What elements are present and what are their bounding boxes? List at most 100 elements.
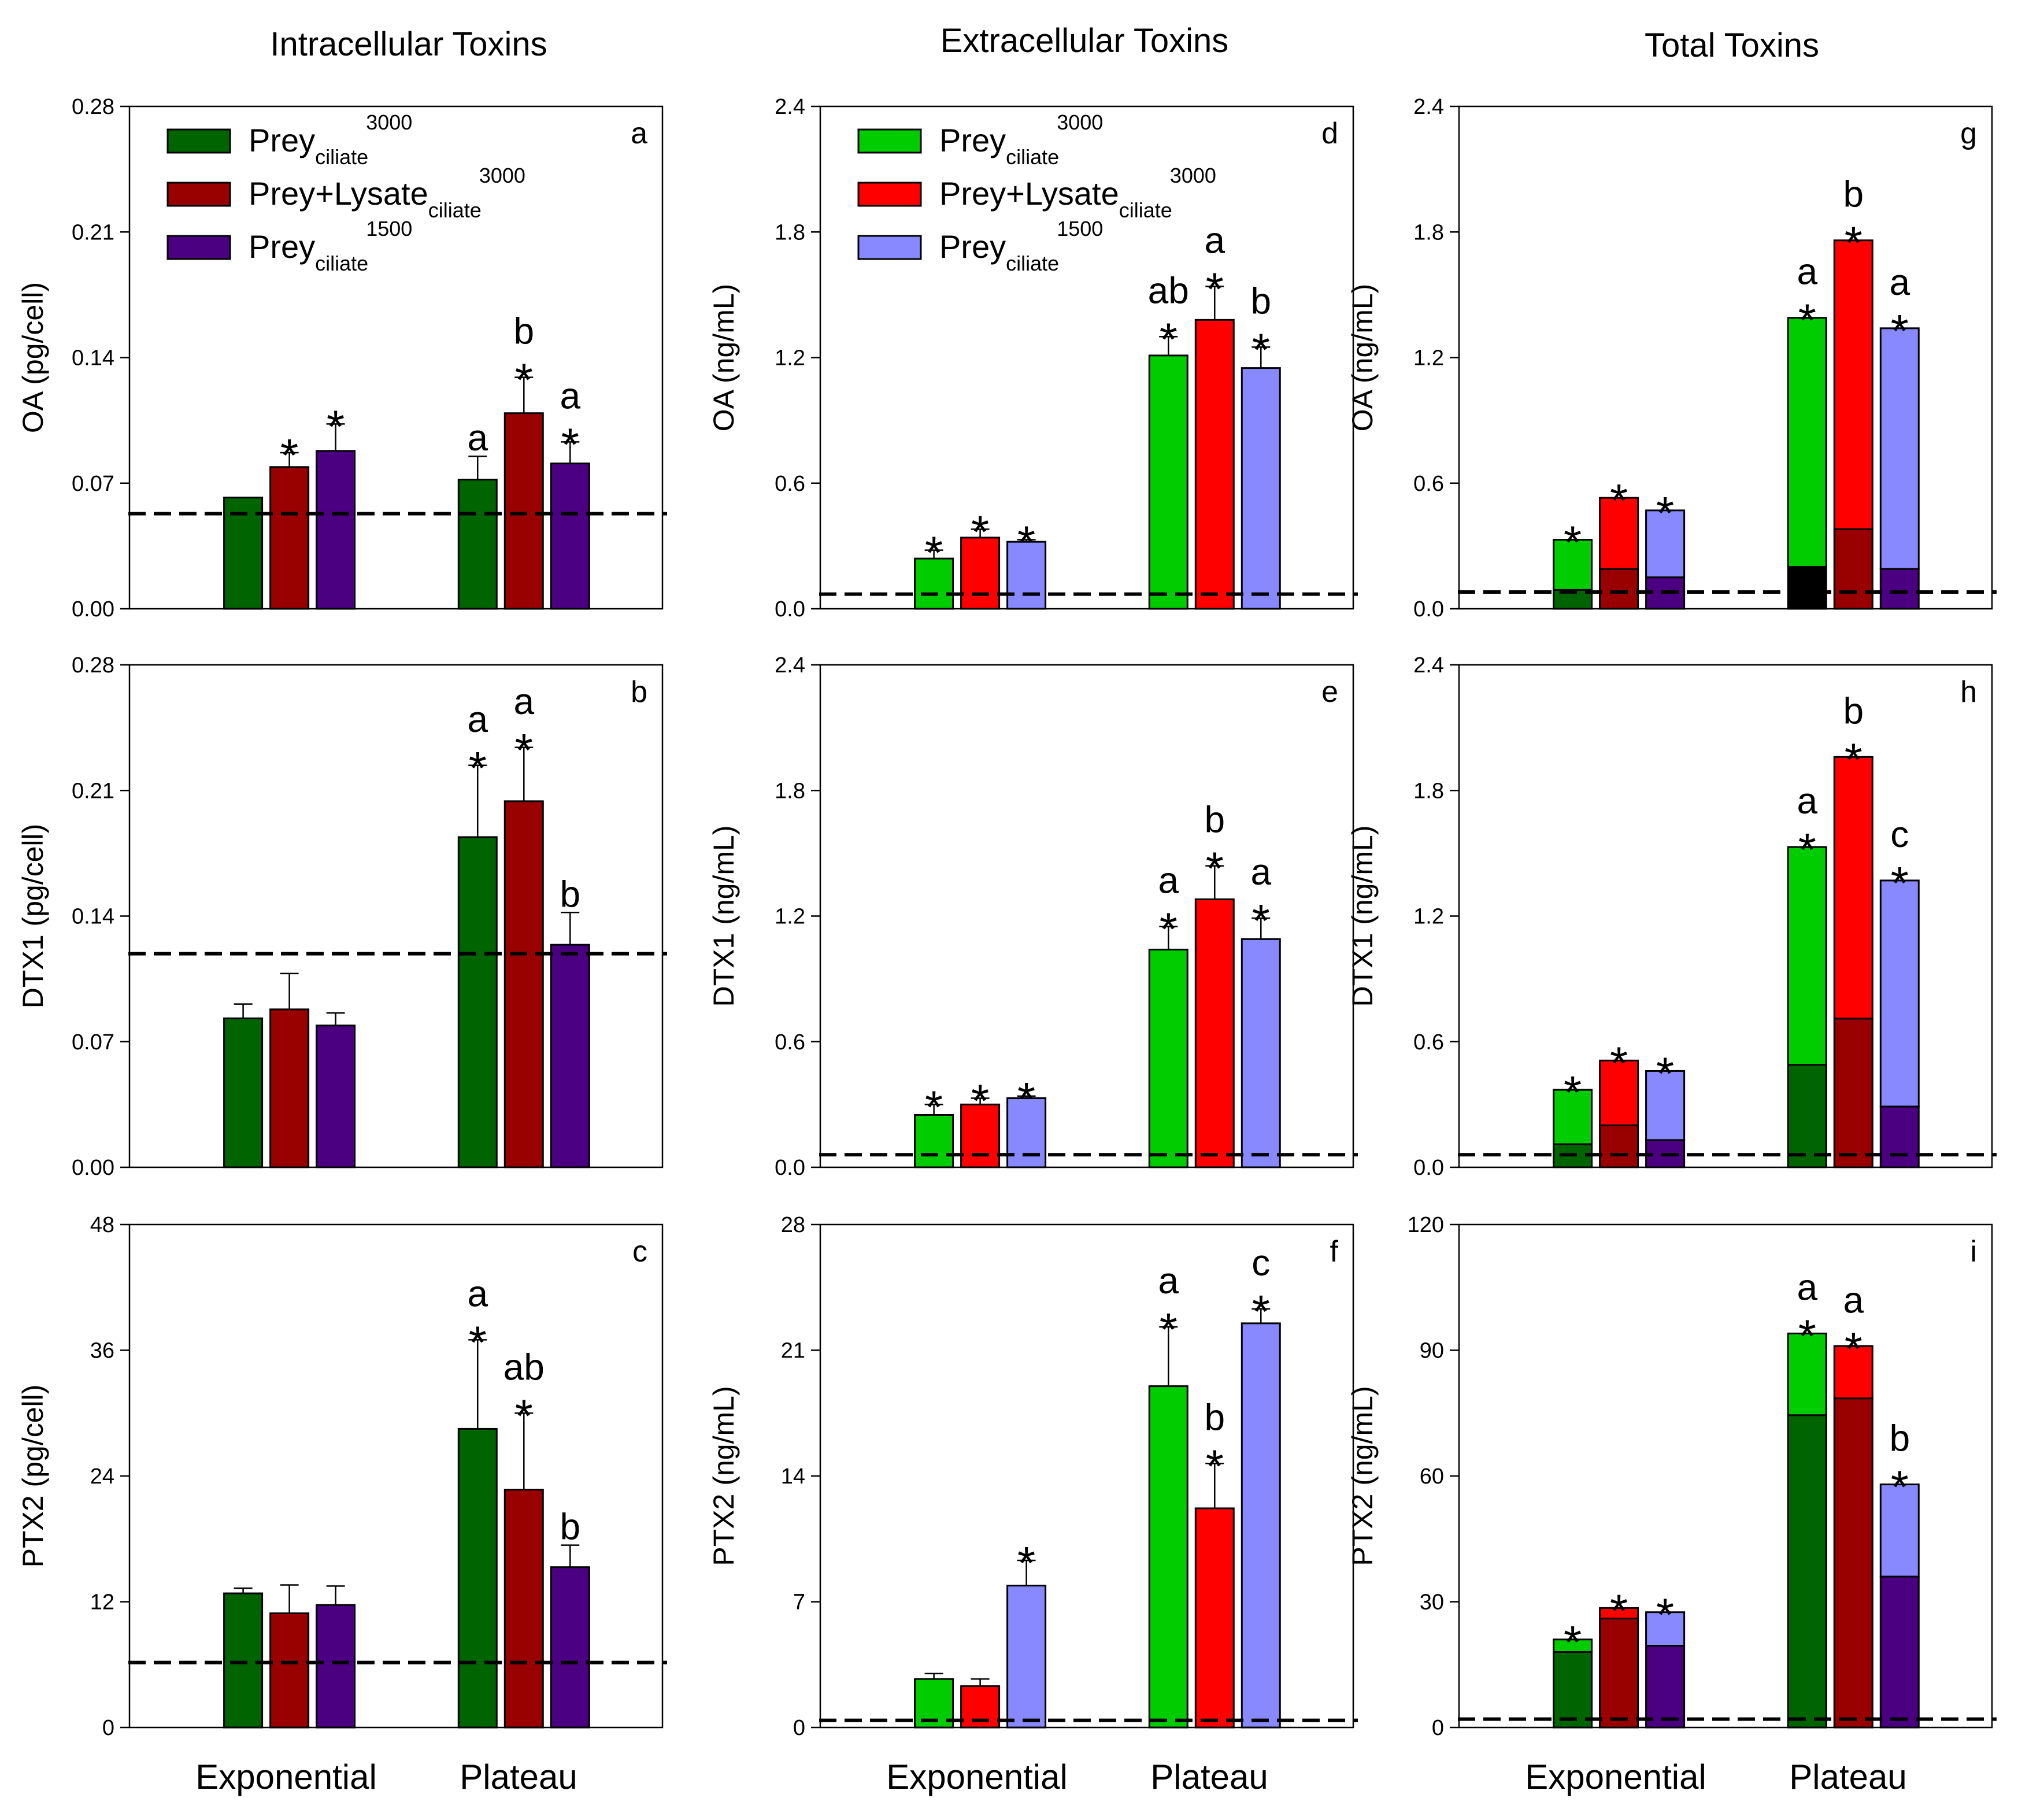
y-tick-label: 0.00 xyxy=(72,597,114,622)
significance-letter: c xyxy=(1251,1242,1270,1283)
panel-letter: c xyxy=(632,1235,647,1268)
y-tick-label: 1.2 xyxy=(1413,346,1444,371)
significance-star: * xyxy=(561,419,579,470)
significance-letter: a xyxy=(1250,851,1271,893)
significance-star: * xyxy=(1160,1304,1178,1355)
significance-star: * xyxy=(1017,1073,1035,1124)
bar-extracellular-segment xyxy=(1833,1345,1873,1400)
y-tick-label: 48 xyxy=(90,1213,114,1237)
legend-swatch xyxy=(857,235,922,260)
significance-star: * xyxy=(1845,217,1863,269)
significance-letter: b xyxy=(560,873,580,915)
legend-swatch xyxy=(857,182,922,207)
significance-letter: a xyxy=(1158,1260,1179,1301)
panel-letter: e xyxy=(1321,675,1338,709)
y-axis-label: DTX1 (pg/cell) xyxy=(17,824,49,1009)
y-tick-label: 0.0 xyxy=(775,597,805,622)
significance-star: * xyxy=(1798,1311,1816,1362)
significance-letter: a xyxy=(1889,261,1910,303)
bar-extracellular-segment xyxy=(1645,509,1686,579)
significance-letter: a xyxy=(560,375,580,416)
category-label-exponential-col3: Exponential xyxy=(1525,1758,1706,1796)
significance-star: * xyxy=(971,1075,989,1127)
significance-star: * xyxy=(1656,1589,1674,1641)
significance-star: * xyxy=(1252,324,1270,375)
y-tick-label: 2.4 xyxy=(775,95,805,119)
bar xyxy=(223,1017,264,1168)
significance-star: * xyxy=(1656,1048,1674,1099)
y-tick-label: 120 xyxy=(1408,1213,1444,1237)
legend-swatch xyxy=(166,182,231,207)
y-tick-label: 7 xyxy=(793,1590,805,1615)
bar xyxy=(1006,541,1047,610)
bar xyxy=(1241,938,1281,1168)
significance-star: * xyxy=(1798,824,1816,875)
bar xyxy=(1148,1385,1188,1729)
legend-label: Preyciliate1500 xyxy=(939,217,1103,275)
bar-intracellular-segment xyxy=(1599,568,1639,610)
significance-letter: ab xyxy=(1148,269,1189,311)
significance-letter: a xyxy=(467,417,488,458)
y-tick-label: 0.6 xyxy=(775,472,805,496)
y-tick-label: 0.0 xyxy=(1413,1156,1444,1180)
y-tick-label: 0.6 xyxy=(775,1030,805,1055)
y-tick-label: 1.2 xyxy=(775,905,805,929)
column-title-extracellular: Extracellular Toxins xyxy=(941,22,1229,60)
legend-label: Prey+Lysateciliate3000 xyxy=(939,164,1216,222)
panel-letter: h xyxy=(1960,675,1977,709)
bar-extracellular-segment xyxy=(1645,1611,1686,1647)
y-tick-label: 2.4 xyxy=(1413,95,1444,119)
significance-star: * xyxy=(515,724,533,776)
bar xyxy=(1194,898,1235,1168)
bar xyxy=(1194,319,1235,610)
column-title-total: Total Toxins xyxy=(1645,27,1819,64)
bar-intracellular-segment xyxy=(1833,1018,1873,1168)
bar xyxy=(550,944,590,1168)
bar-extracellular-segment xyxy=(1833,239,1873,530)
y-tick-label: 0.21 xyxy=(72,779,114,803)
significance-star: * xyxy=(1564,1616,1582,1668)
y-tick-label: 0 xyxy=(793,1716,805,1740)
significance-star: * xyxy=(1610,1037,1628,1089)
category-label-exponential-col2: Exponential xyxy=(886,1758,1068,1796)
bar-extracellular-segment xyxy=(1879,1484,1920,1578)
significance-letter: ab xyxy=(503,1346,545,1388)
bar-intracellular-segment xyxy=(1599,1124,1639,1168)
bar xyxy=(457,836,498,1168)
significance-letter: a xyxy=(1843,1279,1864,1320)
y-tick-label: 90 xyxy=(1420,1339,1444,1363)
bar xyxy=(316,1024,356,1168)
significance-letter: b xyxy=(560,1506,580,1548)
y-tick-label: 0 xyxy=(102,1716,114,1740)
significance-star: * xyxy=(1891,305,1909,357)
significance-star: * xyxy=(1017,517,1035,568)
significance-star: * xyxy=(1017,1537,1035,1589)
significance-star: * xyxy=(1252,895,1270,946)
y-tick-label: 1.2 xyxy=(1413,905,1444,929)
bar-intracellular-segment xyxy=(1879,1105,1920,1168)
y-tick-label: 1.8 xyxy=(775,220,805,245)
bar xyxy=(1148,948,1188,1168)
panel-g: 0.00.61.21.82.4OA (ng/mL)g**a**b**a xyxy=(1346,95,1997,622)
bar-extracellular-segment xyxy=(1879,327,1920,570)
y-tick-label: 0.0 xyxy=(1413,597,1444,622)
y-tick-label: 24 xyxy=(90,1464,114,1489)
bar-extracellular-segment xyxy=(1599,1059,1639,1127)
y-tick-label: 0.07 xyxy=(72,1030,114,1055)
significance-letter: c xyxy=(1890,813,1909,855)
bar xyxy=(1148,354,1188,610)
significance-letter: b xyxy=(1843,173,1864,215)
bar xyxy=(269,466,310,610)
significance-letter: b xyxy=(1250,280,1271,321)
bar xyxy=(960,537,1001,610)
legend: Preyciliate3000Prey+Lysateciliate3000Pre… xyxy=(166,110,525,275)
y-tick-label: 60 xyxy=(1420,1464,1444,1489)
significance-star: * xyxy=(1206,263,1224,315)
y-tick-label: 0 xyxy=(1432,1716,1444,1740)
significance-letter: a xyxy=(1797,1267,1817,1308)
bar-intracellular-segment xyxy=(1553,1651,1593,1729)
y-tick-label: 36 xyxy=(90,1339,114,1363)
